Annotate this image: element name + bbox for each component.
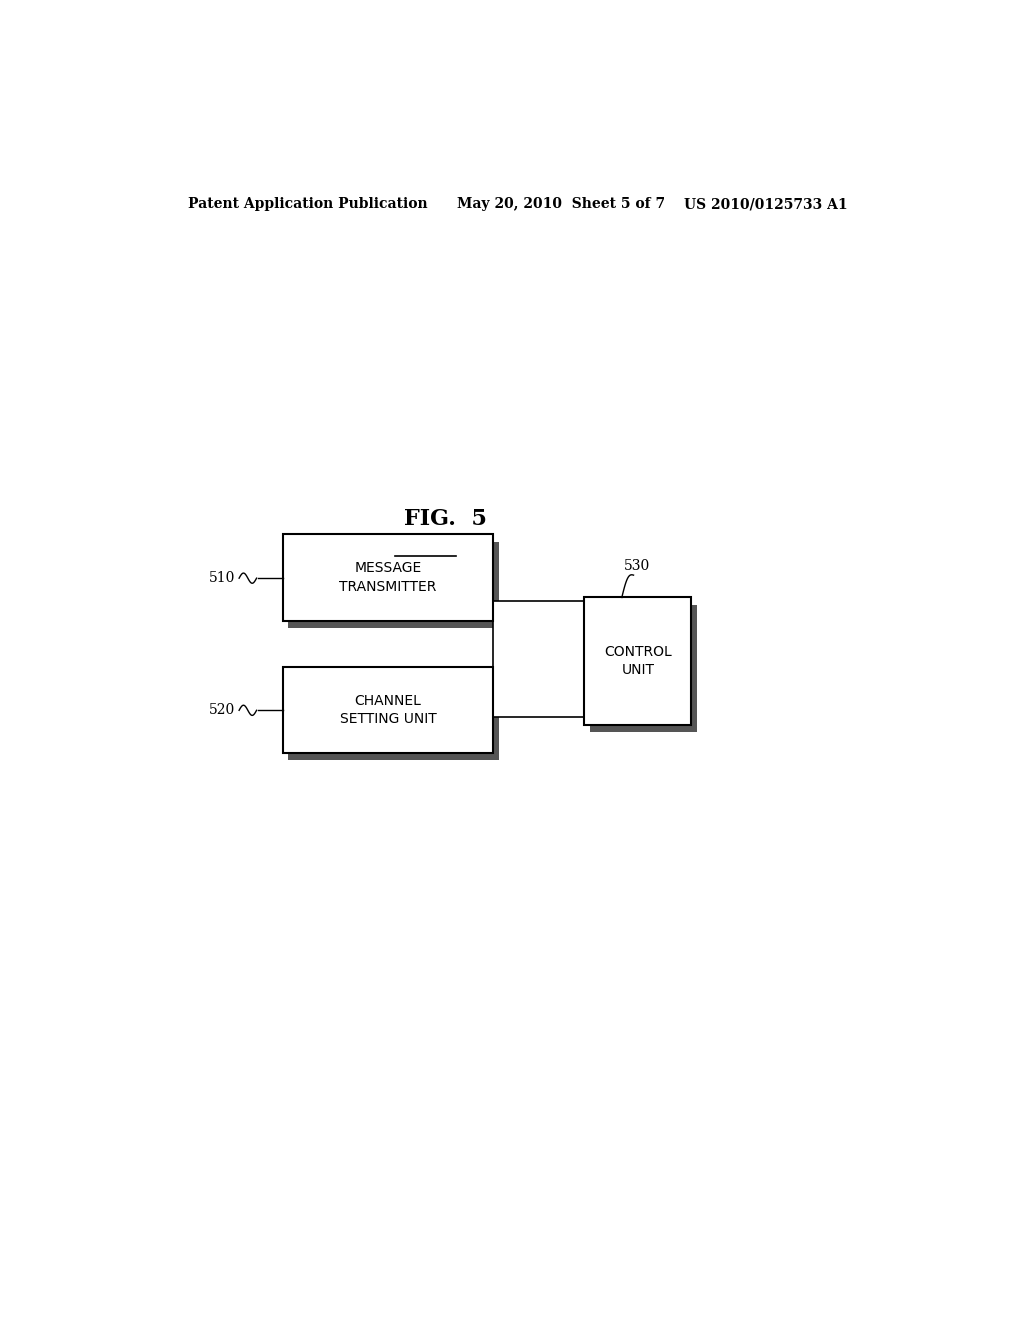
Text: CONTROL
UNIT: CONTROL UNIT — [604, 644, 672, 677]
Text: 520: 520 — [209, 704, 236, 717]
Bar — [283, 667, 494, 752]
Bar — [283, 535, 494, 620]
Text: FIG.  5: FIG. 5 — [404, 508, 486, 531]
Bar — [289, 541, 499, 628]
Bar — [590, 605, 697, 731]
Text: 510: 510 — [209, 572, 236, 585]
Bar — [289, 673, 499, 760]
Text: US 2010/0125733 A1: US 2010/0125733 A1 — [684, 197, 847, 211]
Text: 530: 530 — [624, 560, 650, 573]
Bar — [585, 598, 691, 725]
Bar — [494, 601, 585, 718]
Text: 110: 110 — [411, 537, 440, 552]
Text: May 20, 2010  Sheet 5 of 7: May 20, 2010 Sheet 5 of 7 — [458, 197, 666, 211]
Text: MESSAGE
TRANSMITTER: MESSAGE TRANSMITTER — [339, 561, 436, 594]
Text: CHANNEL
SETTING UNIT: CHANNEL SETTING UNIT — [340, 693, 436, 726]
Text: Patent Application Publication: Patent Application Publication — [187, 197, 427, 211]
